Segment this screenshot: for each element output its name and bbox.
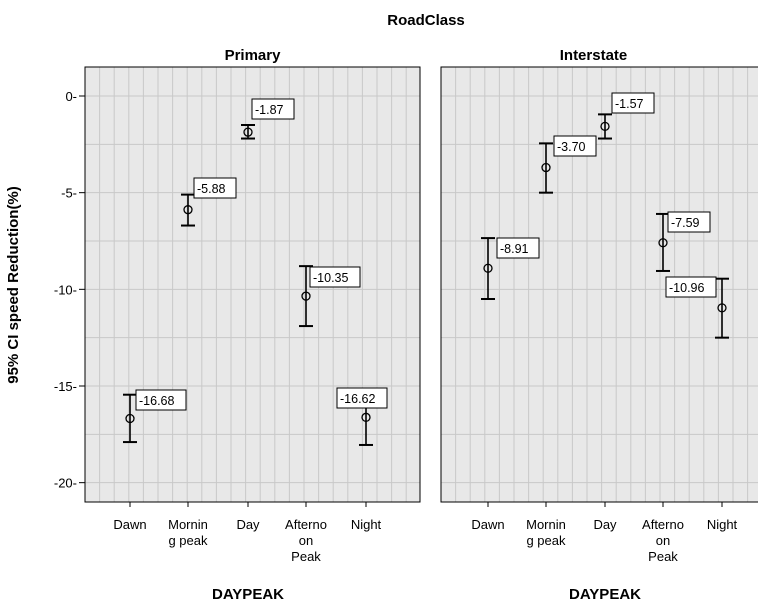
- panel-interstate: Interstate Dawn Mornin g peak Day Afterno on Pe…: [440, 47, 758, 603]
- error-bar: -1.57: [598, 92, 655, 140]
- x-tick-label: Dawn: [113, 517, 146, 532]
- y-axis: 0- -5- -10- -15- -20-: [54, 89, 85, 491]
- y-tick-label: -15-: [54, 379, 77, 394]
- data-label: -16.68: [139, 394, 174, 408]
- mean-point: [600, 121, 610, 132]
- panels-layer: Primary Dawn Mornin g peak Day Afterno on Peak N…: [54, 47, 758, 603]
- mean-point: [717, 303, 727, 313]
- data-label: -10.96: [669, 281, 704, 295]
- x-axis-label: DAYPEAK: [569, 586, 641, 603]
- y-tick-label: 0-: [65, 89, 77, 104]
- panel-frame: [84, 66, 421, 503]
- data-label: -8.91: [500, 242, 529, 256]
- x-tick-label: Dawn: [471, 517, 504, 532]
- x-tick-label: Day: [236, 517, 260, 532]
- error-bar: -16.62: [336, 387, 388, 446]
- mean-point: [483, 263, 493, 273]
- mean-point: [658, 238, 668, 248]
- x-tick-label: Afterno on Peak: [642, 517, 684, 564]
- error-bar: -16.68: [123, 389, 187, 444]
- chart-title: RoadClass: [387, 12, 465, 29]
- data-label-box: [193, 177, 237, 199]
- data-label: -3.70: [557, 140, 586, 154]
- y-tick-label: -5-: [61, 186, 77, 201]
- x-tick-label: Mornin g peak: [168, 517, 208, 548]
- mean-point: [301, 291, 311, 301]
- error-bar: -10.96: [665, 276, 729, 339]
- mean-point: [125, 413, 135, 424]
- data-label-box: [667, 211, 711, 233]
- error-bar: -7.59: [656, 211, 711, 272]
- panel-title: Primary: [225, 47, 282, 64]
- y-tick-label: -20-: [54, 476, 77, 491]
- y-axis-label: 95% CI speed Reduction(%): [5, 186, 22, 384]
- data-label-box: [611, 92, 655, 114]
- data-label-box: [135, 389, 187, 411]
- data-label: -7.59: [671, 216, 700, 230]
- x-tick-label: Night: [707, 517, 738, 532]
- data-label-box: [336, 387, 388, 409]
- panel-title: Interstate: [560, 47, 628, 64]
- mean-point: [361, 412, 371, 422]
- data-label-box: [665, 276, 717, 298]
- panel-primary: Primary Dawn Mornin g peak Day Afterno on Peak N…: [84, 47, 421, 603]
- error-bar: -5.88: [181, 177, 237, 227]
- mean-point: [541, 162, 551, 173]
- data-label-box: [496, 237, 540, 259]
- data-label: -5.88: [197, 182, 226, 196]
- data-label-box: [553, 135, 597, 157]
- data-label-box: [251, 98, 295, 120]
- x-tick-label: Afterno on Peak: [285, 517, 327, 564]
- y-tick-label: -10-: [54, 282, 77, 297]
- data-label: -16.62: [340, 392, 375, 406]
- data-label: -1.87: [255, 103, 284, 117]
- x-tick-label: Night: [351, 517, 382, 532]
- x-tick-label: Day: [593, 517, 617, 532]
- error-bar: -10.35: [299, 265, 361, 328]
- error-bar: -8.91: [481, 237, 540, 300]
- data-label-box: [309, 266, 361, 288]
- error-bar: -3.70: [539, 135, 597, 194]
- error-bar: -1.87: [241, 98, 295, 140]
- x-axis-label: DAYPEAK: [212, 586, 284, 603]
- mean-point: [183, 205, 193, 215]
- data-label: -10.35: [313, 271, 348, 285]
- x-tick-label: Mornin g peak: [526, 517, 566, 548]
- panel-frame: [440, 66, 758, 503]
- data-label: -1.57: [615, 97, 644, 111]
- mean-point: [243, 127, 253, 137]
